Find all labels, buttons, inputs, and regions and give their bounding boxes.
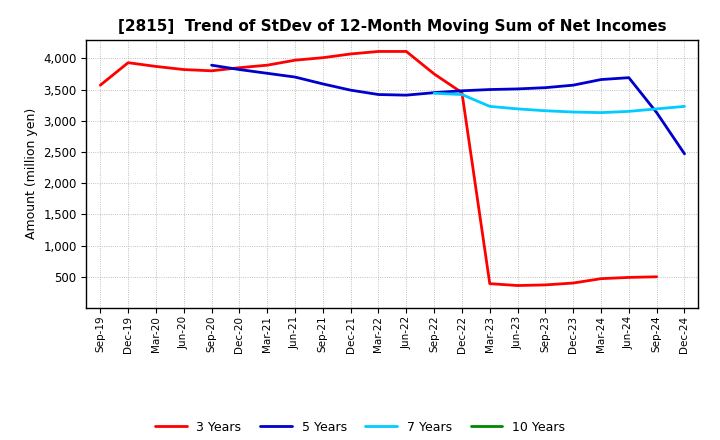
3 Years: [124, 60, 132, 65]
5 Years: [263, 71, 271, 76]
5 Years: [374, 92, 383, 97]
Y-axis label: Amount (million yen): Amount (million yen): [24, 108, 37, 239]
3 Years: [207, 68, 216, 73]
5 Years: [597, 77, 606, 82]
5 Years: [458, 88, 467, 93]
5 Years: [624, 75, 633, 81]
3 Years: [569, 280, 577, 286]
3 Years: [652, 274, 661, 279]
3 Years: [597, 276, 606, 281]
Title: [2815]  Trend of StDev of 12-Month Moving Sum of Net Incomes: [2815] Trend of StDev of 12-Month Moving…: [118, 19, 667, 34]
5 Years: [318, 81, 327, 87]
7 Years: [569, 110, 577, 115]
5 Years: [402, 92, 410, 98]
5 Years: [207, 62, 216, 68]
3 Years: [318, 55, 327, 60]
3 Years: [263, 62, 271, 68]
5 Years: [235, 67, 243, 72]
5 Years: [430, 90, 438, 95]
Line: 5 Years: 5 Years: [212, 65, 685, 154]
7 Years: [430, 91, 438, 96]
7 Years: [597, 110, 606, 115]
3 Years: [96, 83, 104, 88]
3 Years: [430, 71, 438, 77]
3 Years: [291, 58, 300, 63]
3 Years: [458, 90, 467, 95]
Legend: 3 Years, 5 Years, 7 Years, 10 Years: 3 Years, 5 Years, 7 Years, 10 Years: [156, 421, 564, 434]
5 Years: [291, 74, 300, 80]
7 Years: [652, 106, 661, 111]
3 Years: [235, 65, 243, 70]
7 Years: [624, 109, 633, 114]
3 Years: [374, 49, 383, 54]
3 Years: [624, 275, 633, 280]
5 Years: [569, 83, 577, 88]
5 Years: [346, 88, 355, 93]
3 Years: [179, 67, 188, 72]
5 Years: [680, 151, 689, 157]
3 Years: [346, 51, 355, 57]
7 Years: [680, 104, 689, 109]
7 Years: [513, 106, 522, 111]
5 Years: [513, 86, 522, 92]
Line: 7 Years: 7 Years: [434, 93, 685, 113]
5 Years: [652, 110, 661, 115]
7 Years: [485, 104, 494, 109]
5 Years: [485, 87, 494, 92]
3 Years: [513, 283, 522, 288]
7 Years: [541, 108, 550, 114]
3 Years: [541, 282, 550, 288]
Line: 3 Years: 3 Years: [100, 51, 657, 286]
3 Years: [152, 64, 161, 69]
3 Years: [485, 281, 494, 286]
7 Years: [458, 92, 467, 97]
5 Years: [541, 85, 550, 90]
3 Years: [402, 49, 410, 54]
